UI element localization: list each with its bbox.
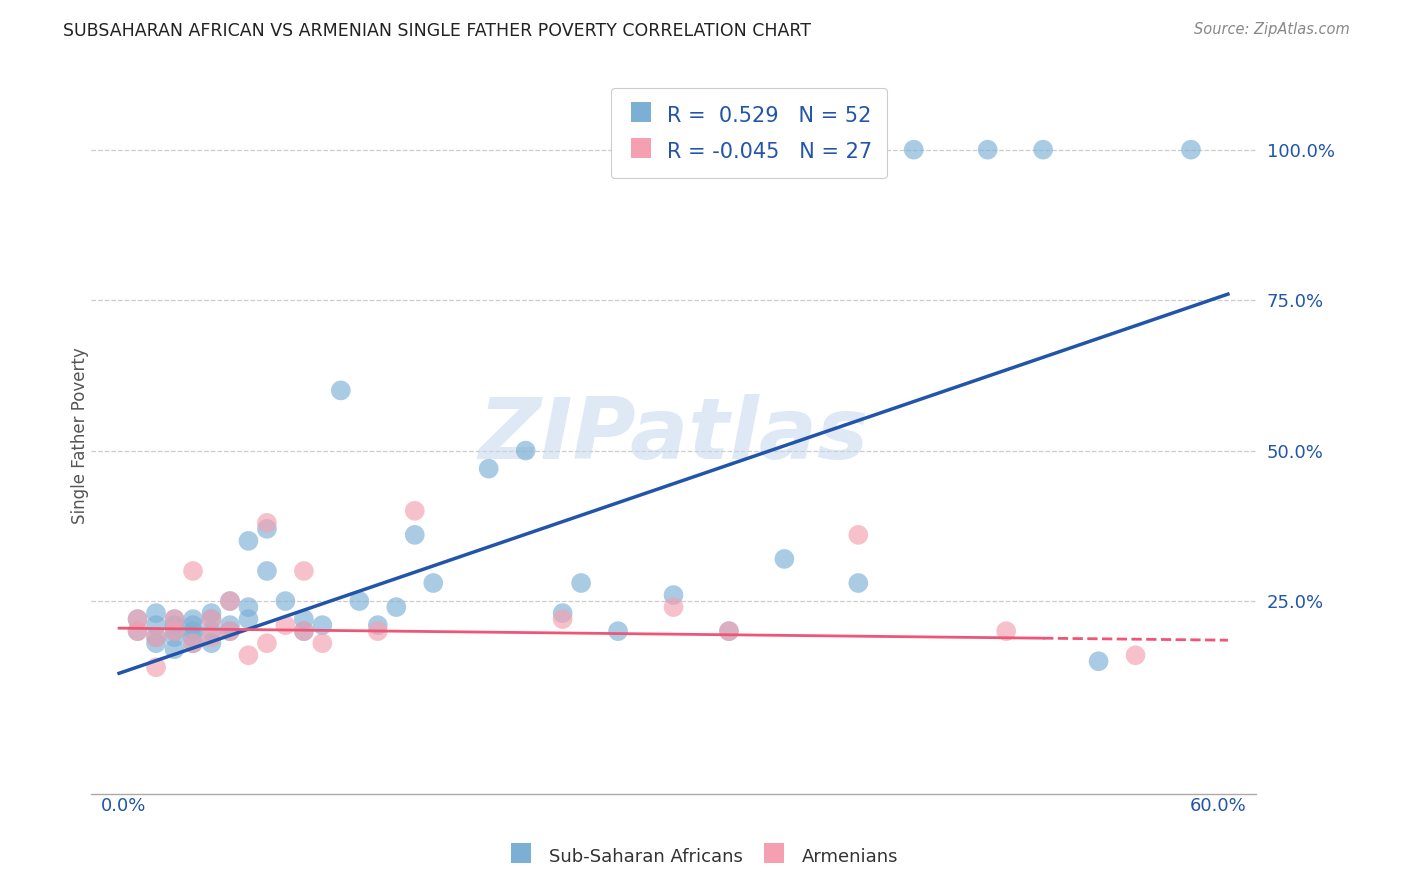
- Point: [200, 606, 222, 620]
- Point: [219, 624, 242, 639]
- Point: [995, 624, 1018, 639]
- Point: [127, 612, 149, 626]
- Point: [274, 594, 297, 608]
- Point: [238, 533, 260, 548]
- Point: [181, 636, 204, 650]
- Text: Source: ZipAtlas.com: Source: ZipAtlas.com: [1194, 22, 1350, 37]
- Point: [846, 528, 869, 542]
- Point: [145, 636, 167, 650]
- Point: [349, 594, 371, 608]
- Point: [163, 630, 186, 644]
- Point: [478, 461, 501, 475]
- Point: [404, 504, 426, 518]
- Point: [385, 600, 408, 615]
- Point: [404, 528, 426, 542]
- Point: [163, 612, 186, 626]
- Point: [145, 606, 167, 620]
- Point: [163, 642, 186, 657]
- Point: [127, 624, 149, 639]
- Point: [256, 564, 278, 578]
- Point: [662, 588, 685, 602]
- Point: [238, 612, 260, 626]
- Point: [1180, 143, 1202, 157]
- Point: [163, 624, 186, 639]
- Legend: Sub-Saharan Africans, Armenians: Sub-Saharan Africans, Armenians: [501, 838, 905, 874]
- Point: [181, 612, 204, 626]
- Point: [422, 576, 444, 591]
- Legend: R =  0.529   N = 52, R = -0.045   N = 27: R = 0.529 N = 52, R = -0.045 N = 27: [612, 87, 887, 178]
- Text: ZIPatlas: ZIPatlas: [478, 394, 869, 477]
- Point: [127, 624, 149, 639]
- Point: [200, 636, 222, 650]
- Point: [181, 636, 204, 650]
- Point: [773, 552, 796, 566]
- Point: [181, 624, 204, 639]
- Point: [551, 612, 574, 626]
- Point: [1087, 654, 1109, 668]
- Point: [367, 618, 389, 632]
- Text: SUBSAHARAN AFRICAN VS ARMENIAN SINGLE FATHER POVERTY CORRELATION CHART: SUBSAHARAN AFRICAN VS ARMENIAN SINGLE FA…: [63, 22, 811, 40]
- Point: [662, 600, 685, 615]
- Point: [200, 612, 222, 626]
- Point: [145, 630, 167, 644]
- Point: [607, 624, 630, 639]
- Point: [292, 564, 315, 578]
- Point: [292, 624, 315, 639]
- Text: 60.0%: 60.0%: [1189, 797, 1246, 814]
- Point: [311, 636, 333, 650]
- Point: [569, 576, 592, 591]
- Point: [256, 636, 278, 650]
- Point: [145, 660, 167, 674]
- Point: [1032, 143, 1054, 157]
- Point: [181, 630, 204, 644]
- Point: [200, 630, 222, 644]
- Point: [717, 624, 740, 639]
- Point: [219, 624, 242, 639]
- Point: [163, 624, 186, 639]
- Point: [219, 594, 242, 608]
- Point: [200, 612, 222, 626]
- Point: [846, 576, 869, 591]
- Point: [311, 618, 333, 632]
- Point: [256, 522, 278, 536]
- Point: [181, 618, 204, 632]
- Point: [238, 600, 260, 615]
- Text: 0.0%: 0.0%: [101, 797, 146, 814]
- Point: [145, 618, 167, 632]
- Point: [145, 630, 167, 644]
- Point: [238, 648, 260, 663]
- Point: [329, 384, 352, 398]
- Point: [163, 618, 186, 632]
- Point: [127, 612, 149, 626]
- Point: [976, 143, 998, 157]
- Point: [219, 594, 242, 608]
- Point: [274, 618, 297, 632]
- Point: [163, 612, 186, 626]
- Point: [219, 618, 242, 632]
- Point: [256, 516, 278, 530]
- Point: [292, 612, 315, 626]
- Point: [181, 564, 204, 578]
- Point: [717, 624, 740, 639]
- Point: [903, 143, 925, 157]
- Point: [515, 443, 537, 458]
- Point: [1125, 648, 1147, 663]
- Y-axis label: Single Father Poverty: Single Father Poverty: [72, 347, 89, 524]
- Point: [551, 606, 574, 620]
- Point: [292, 624, 315, 639]
- Point: [200, 624, 222, 639]
- Point: [367, 624, 389, 639]
